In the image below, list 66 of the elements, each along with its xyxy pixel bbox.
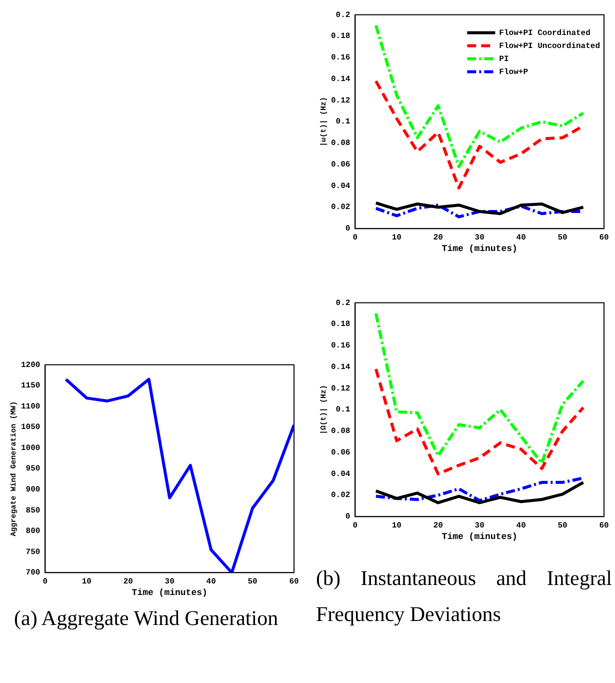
text: (a) Aggregate Wind Generation — [14, 605, 280, 632]
x-tick-label: 40 — [206, 577, 216, 586]
y-tick-label: 0.04 — [331, 470, 350, 479]
x-tick-label: 60 — [289, 577, 299, 586]
y-tick-label: 700 — [26, 568, 40, 578]
x-tick-label: 0 — [352, 233, 358, 242]
line-series — [374, 368, 585, 476]
y-tick-label: 750 — [26, 548, 40, 557]
x-axis-title: Time (minutes) — [132, 588, 208, 598]
y-tick-label: 0.14 — [331, 74, 350, 84]
x-tick-label: 60 — [599, 233, 609, 242]
y-tick-label: 800 — [26, 527, 40, 536]
x-tick-label: 30 — [474, 233, 485, 242]
y-tick-label: 0.02 — [331, 491, 350, 500]
y-tick-label: 850 — [26, 506, 40, 516]
x-tick-label: 50 — [248, 577, 258, 586]
y-tick-label: 950 — [26, 464, 40, 474]
x-axis-title: Time (minutes) — [442, 532, 518, 542]
y-tick-label: 0.18 — [331, 320, 350, 330]
y-tick-label: 0.18 — [331, 32, 350, 42]
x-tick-label: 10 — [392, 233, 402, 242]
y-tick-label: 0 — [345, 224, 350, 234]
y-tick-label: 0.1 — [336, 118, 350, 127]
legend-label: PI — [499, 54, 509, 64]
line-series — [374, 204, 585, 218]
x-tick-label: 40 — [516, 233, 526, 242]
y-tick-label: 1000 — [21, 444, 40, 453]
x-tick-label: 20 — [123, 577, 134, 586]
y-tick-label: 0.08 — [331, 427, 350, 436]
legend-label: Flow+PI Uncoordinated — [499, 42, 600, 51]
x-axis-title: Time (minutes) — [442, 244, 518, 254]
y-tick-label: 1150 — [21, 382, 40, 391]
y-tick-label: 0.12 — [331, 96, 350, 106]
x-tick-label: 10 — [82, 577, 92, 586]
x-tick-label: 30 — [474, 521, 485, 530]
x-tick-label: 0 — [42, 577, 48, 586]
y-tick-label: 0 — [345, 512, 350, 522]
x-tick-label: 60 — [599, 521, 609, 530]
x-tick-label: 30 — [164, 577, 175, 586]
y-tick-label: 0.2 — [336, 10, 350, 20]
y-tick-label: 0.08 — [331, 139, 350, 148]
x-tick-label: 0 — [352, 521, 358, 530]
text: (b) Instantaneous and Integral Frequency Deviations — [316, 565, 612, 628]
y-tick-label: 0.2 — [336, 298, 350, 308]
y-tick-label: 900 — [26, 485, 40, 494]
y-tick-label: 0.1 — [336, 406, 350, 415]
legend-label: Flow+PI Coordinated — [499, 28, 591, 38]
x-tick-label: 50 — [558, 521, 568, 530]
x-tick-label: 20 — [433, 521, 444, 530]
y-tick-label: 0.06 — [331, 448, 350, 458]
y-tick-label: 0.12 — [331, 384, 350, 394]
y-tick-label: 0.06 — [331, 160, 350, 170]
y-tick-label: 0.14 — [331, 362, 350, 372]
y-tick-label: 0.16 — [331, 342, 350, 351]
y-tick-label: 0.16 — [331, 54, 350, 63]
x-tick-label: 40 — [516, 521, 526, 530]
x-tick-label: 20 — [433, 233, 444, 242]
x-tick-label: 50 — [558, 233, 568, 242]
y-tick-label: 1200 — [21, 360, 40, 370]
x-tick-label: 10 — [392, 521, 402, 530]
line-series — [374, 312, 585, 465]
legend-label: Flow+P — [499, 68, 528, 77]
y-tick-label: 0.04 — [331, 182, 350, 191]
y-tick-label: 1100 — [21, 402, 40, 412]
y-tick-label: 1050 — [21, 423, 40, 432]
y-tick-label: 0.02 — [331, 203, 350, 212]
